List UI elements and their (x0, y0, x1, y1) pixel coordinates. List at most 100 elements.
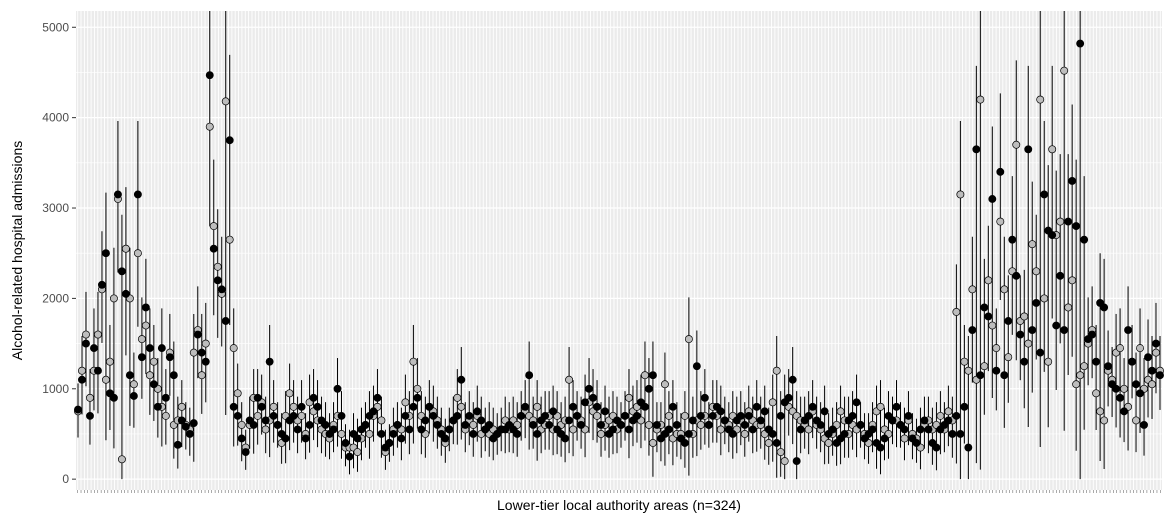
data-point-series-b (641, 371, 649, 380)
data-point-series-a (257, 402, 266, 411)
data-point-series-b (101, 375, 110, 384)
data-point-series-a (1060, 326, 1069, 334)
data-point-series-b (453, 393, 462, 402)
data-point-series-a (792, 457, 801, 466)
data-point-series-b (237, 420, 246, 429)
data-point-series-a (121, 289, 130, 298)
data-point-series-a (668, 402, 677, 411)
data-point-series-b (976, 95, 985, 104)
data-point-series-a (565, 416, 574, 425)
data-point-series-a (78, 375, 86, 384)
data-point-series-b (457, 402, 466, 411)
y-tick-label: 4000 (42, 111, 69, 125)
data-point-series-b (177, 402, 186, 411)
data-point-series-b (716, 425, 725, 434)
data-point-series-b (533, 402, 542, 411)
data-point-series-b (648, 439, 657, 447)
data-point-series-a (664, 425, 673, 434)
data-point-series-a (692, 362, 701, 371)
data-point-series-a (1148, 366, 1156, 375)
data-point-series-a (672, 420, 681, 429)
data-point-series-a (964, 443, 973, 452)
data-point-series-a (1088, 330, 1097, 339)
data-point-series-b (149, 357, 158, 366)
data-point-series-a (301, 434, 310, 443)
data-point-series-b (297, 411, 306, 420)
data-point-series-b (992, 344, 1001, 353)
data-point-series-a (760, 407, 769, 416)
data-point-series-a (708, 411, 717, 420)
data-point-series-b (121, 244, 130, 253)
data-point-series-b (1036, 95, 1045, 104)
data-point-series-a (429, 411, 438, 420)
data-point-series-a (573, 411, 582, 420)
data-point-series-a (417, 425, 426, 434)
data-point-series-a (373, 393, 382, 402)
data-point-series-b (565, 375, 574, 384)
data-point-series-a (952, 411, 961, 420)
data-point-series-a (141, 303, 150, 312)
error-bars (77, 11, 1161, 480)
data-point-series-a (1052, 321, 1061, 330)
data-point-series-a (752, 402, 761, 411)
data-point-series-a (684, 430, 693, 438)
data-point-series-b (684, 335, 693, 344)
data-point-series-a (644, 384, 653, 393)
data-point-series-a (1020, 357, 1029, 366)
data-point-series-a (1080, 235, 1089, 244)
data-point-series-b (1152, 348, 1160, 357)
data-point-series-a (968, 326, 977, 334)
data-point-series-a (868, 425, 877, 434)
data-point-series-a (904, 411, 913, 420)
data-point-series-a (796, 425, 805, 434)
data-point-series-a (485, 420, 494, 429)
data-point-series-a (353, 434, 362, 443)
data-point-series-b (129, 380, 138, 389)
data-point-series-b (740, 430, 749, 438)
data-point-series-a (768, 430, 777, 438)
data-point-series-a (976, 371, 985, 380)
data-point-series-a (341, 439, 350, 447)
data-point-series-b (261, 425, 270, 434)
data-point-series-a (820, 407, 829, 416)
data-point-series-a (948, 430, 957, 438)
data-point-series-b (469, 420, 478, 429)
data-point-series-b (772, 366, 781, 375)
data-point-series-a (269, 411, 278, 420)
data-point-series-a (221, 317, 230, 325)
data-point-series-a (1016, 330, 1025, 339)
data-point-series-a (165, 353, 174, 362)
data-point-series-a (169, 371, 178, 380)
data-point-series-b (569, 425, 578, 434)
data-point-series-a (213, 276, 222, 285)
data-point-series-a (621, 411, 629, 420)
data-point-series-b (189, 348, 198, 357)
data-point-series-a (1008, 235, 1017, 244)
data-point-series-a (94, 366, 102, 375)
data-point-series-a (1124, 326, 1133, 334)
data-point-series-a (137, 353, 146, 362)
data-point-series-a (944, 416, 953, 425)
data-point-series-a (517, 411, 526, 420)
data-point-series-a (1068, 176, 1077, 185)
data-point-series-a (652, 420, 661, 429)
data-point-series-a (441, 434, 450, 443)
data-point-series-a (117, 267, 126, 276)
data-point-series-a (784, 393, 793, 402)
data-point-series-a (253, 393, 262, 402)
data-point-series-a (149, 380, 158, 389)
data-point-series-b (409, 357, 418, 366)
data-point-series-a (609, 425, 617, 434)
data-point-series-a (736, 411, 745, 420)
data-point-series-a (756, 416, 765, 425)
data-point-series-b (337, 430, 346, 438)
data-point-series-a (641, 402, 649, 411)
data-point-series-a (197, 348, 206, 357)
data-point-series-b (377, 416, 386, 425)
data-point-series-a (217, 285, 226, 294)
data-point-series-a (988, 195, 997, 203)
data-point-series-a (880, 434, 889, 443)
data-point-series-a (309, 393, 318, 402)
data-point-series-b (804, 425, 813, 434)
